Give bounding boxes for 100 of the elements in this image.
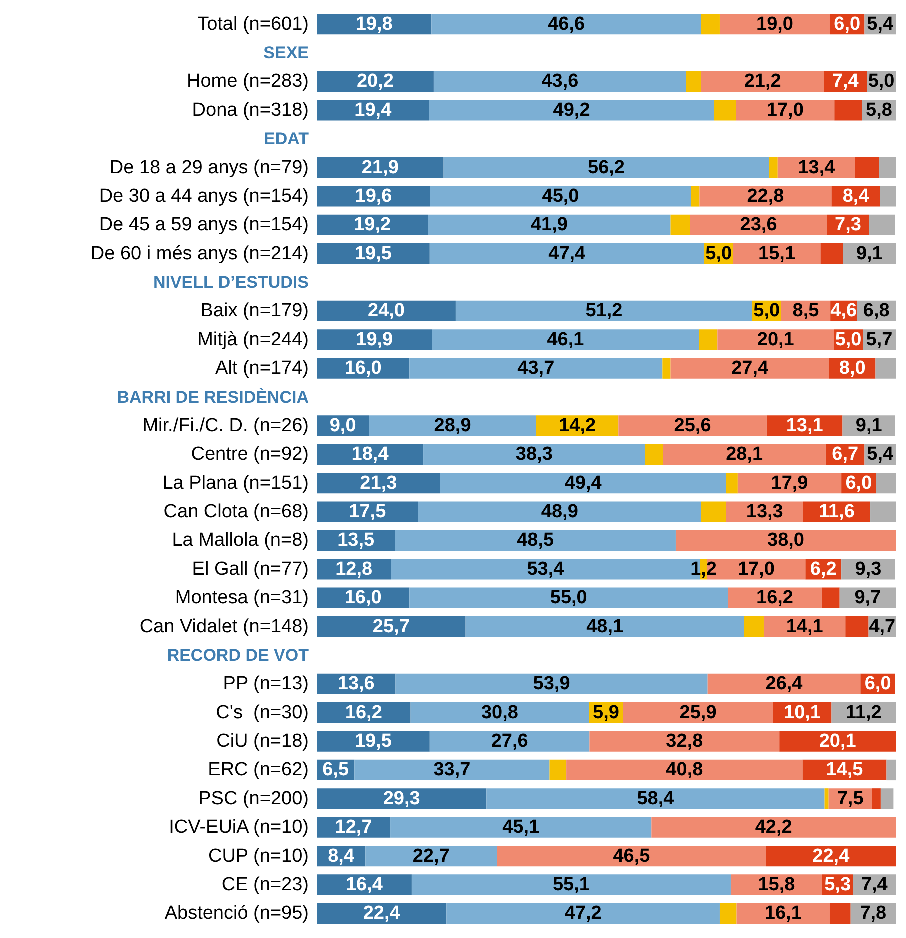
data-label: 7,3 [835,214,862,236]
bar [720,903,737,924]
data-label: 58,4 [637,788,675,810]
data-label: 17,5 [349,502,387,523]
data-label: 53,9 [533,674,570,695]
y-tick-label: Home (n=283) [187,71,309,92]
bar [410,702,590,724]
data-label: 46,1 [547,329,585,350]
bar [886,760,896,781]
bar [618,416,767,436]
y-tick-label: NIVELL D’ESTUDIS [153,273,309,292]
data-label: 8,0 [839,358,866,380]
data-label: 16,0 [344,358,382,380]
y-tick-label: BARRI DE RESIDÈNCIA [117,386,309,407]
data-label: 28,1 [726,444,764,466]
data-label: 5,0 [868,71,895,92]
data-label: 29,3 [383,788,420,810]
data-label: 16,0 [344,588,382,609]
data-label: 23,6 [740,214,778,236]
data-label: 41,9 [530,214,568,236]
data-label: 22,8 [747,186,784,207]
data-label: 5,0 [754,300,780,322]
bar [317,502,418,522]
data-label: 56,2 [588,157,625,178]
data-label: 19,4 [354,100,392,121]
data-label: 14,5 [826,760,864,781]
data-label: 6,2 [810,558,837,580]
bar [432,14,702,35]
data-label: 6,5 [322,760,350,781]
bar [879,157,896,178]
data-label: 15,8 [758,874,796,896]
y-tick-label: De 60 i més anys (n=214) [90,243,309,264]
bar [822,588,840,608]
bar [670,358,830,379]
data-label: 20,2 [356,71,394,92]
bar [662,358,671,379]
bar [317,300,456,322]
bar [870,502,896,522]
y-tick-label: EDAT [264,130,310,149]
y-tick-label: ICV-EUiA (n=10) [169,817,309,838]
bar [456,300,752,322]
data-label: 16,2 [345,702,382,724]
y-tick-label: Centre (n=92) [191,444,309,466]
data-label: 19,6 [355,186,392,207]
y-tick-label: El Gall (n=77) [192,558,309,580]
bar [444,157,770,178]
data-label: 32,8 [666,731,704,752]
bar [872,788,881,810]
data-label: 55,0 [550,588,588,609]
y-tick-label: Can Vidalet (n=148) [140,616,309,638]
data-label: 20,1 [757,329,795,350]
data-label: 7,8 [860,903,887,924]
data-label: 1,2 [690,558,717,580]
data-label: 43,7 [518,358,555,380]
data-label: 4,7 [869,616,896,638]
data-label: 45,0 [542,186,580,207]
data-label: 5,9 [593,702,620,724]
y-tick-label: Baix (n=179) [200,300,309,322]
y-tick-label: Alt (n=174) [216,358,309,380]
bar [780,731,896,752]
bar [691,186,700,207]
bar [652,817,896,838]
y-tick-label: PP (n=13) [223,674,309,695]
y-tick-label: C's (n=30) [216,702,309,724]
y-tick-label: SEXE [264,44,309,63]
data-label: 8,4 [328,846,355,867]
data-label: 40,8 [666,760,704,781]
bar [497,846,766,867]
data-label: 6,0 [834,14,861,35]
data-label: 48,9 [541,502,578,523]
y-tick-label: Montesa (n=31) [175,588,309,609]
bar [766,846,896,867]
data-label: 5,7 [866,329,893,350]
data-label: 11,6 [818,502,855,523]
bar [369,416,536,436]
data-label: 7,4 [832,71,860,92]
data-label: 18,4 [352,444,390,466]
data-label: 53,4 [527,558,565,580]
bar [645,444,664,465]
bar [410,358,663,379]
data-label: 27,6 [491,731,528,752]
y-tick-label: Dona (n=318) [192,100,309,121]
data-label: 10,1 [784,702,822,724]
bar [769,157,778,178]
data-label: 19,0 [756,14,794,35]
bar [670,214,690,236]
bar [550,760,567,781]
data-label: 9,3 [855,558,882,580]
bar [317,186,430,207]
data-label: 47,4 [548,243,586,264]
data-label: 16,1 [764,903,802,924]
data-label: 49,4 [564,472,602,494]
data-label: 9,0 [330,415,356,436]
bar [395,530,676,552]
data-label: 55,1 [552,874,590,896]
data-label: 11,2 [846,702,882,724]
y-tick-label: De 45 a 59 anys (n=154) [99,214,309,236]
data-label: 48,5 [517,530,554,552]
bar [428,214,671,236]
y-tick-label: Mir./Fi./C. D. (n=26) [142,415,309,436]
